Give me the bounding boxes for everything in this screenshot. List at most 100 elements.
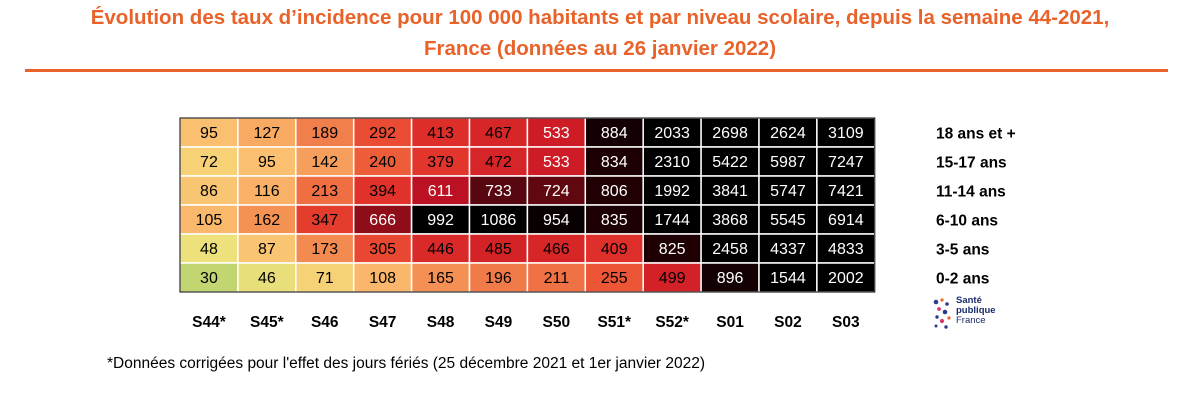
heatmap-cell-value: 4833	[828, 241, 864, 258]
heatmap-cell-value: 48	[200, 241, 218, 258]
heatmap-cell-value: 108	[369, 270, 396, 287]
row-label: 0-2 ans	[936, 271, 989, 288]
heatmap-cell-value: 835	[601, 212, 628, 229]
row-label: 15-17 ans	[936, 155, 1007, 172]
heatmap-cell-value: 127	[253, 125, 280, 142]
heatmap-cell-value: 1744	[654, 212, 690, 229]
heatmap-cell-value: 292	[369, 125, 396, 142]
heatmap-border	[179, 117, 876, 293]
heatmap-cell	[237, 117, 297, 148]
heatmap-cell-value: 71	[316, 270, 334, 287]
heatmap-cell-value: 86	[200, 183, 218, 200]
heatmap-cell-value: 30	[200, 270, 218, 287]
heatmap-cell-value: 5987	[770, 154, 806, 171]
heatmap-cell	[816, 204, 876, 235]
heatmap-cell	[816, 262, 876, 293]
heatmap-cell	[584, 233, 644, 264]
heatmap-cell-value: 116	[254, 183, 280, 200]
heatmap-cell	[700, 175, 760, 206]
logo-text-publique: publique	[956, 305, 996, 316]
heatmap-cell-value: 196	[485, 270, 512, 287]
heatmap-cell-value: 954	[543, 212, 570, 229]
heatmap-cell	[700, 233, 760, 264]
heatmap-cell	[526, 146, 587, 177]
heatmap-cell-value: 394	[369, 183, 396, 200]
chart-title: Évolution des taux d’incidence pour 100 …	[0, 2, 1200, 64]
heatmap-cell	[295, 262, 355, 293]
heatmap-cell	[816, 146, 876, 177]
column-label: S45*	[250, 314, 285, 331]
heatmap-cell	[642, 175, 702, 206]
heatmap-cell-value: 2310	[654, 154, 690, 171]
heatmap-cell-value: 1544	[770, 270, 806, 287]
heatmap-cell	[179, 117, 239, 148]
title-divider	[25, 69, 1168, 72]
heatmap-cell	[295, 146, 355, 177]
heatmap-cell-value: 347	[311, 212, 338, 229]
heatmap-cell-value: 884	[601, 125, 628, 142]
chart-title-line2: France (données au 26 janvier 2022)	[423, 37, 777, 60]
heatmap-cell-value: 5545	[770, 212, 806, 229]
heatmap-cell-value: 806	[601, 183, 628, 200]
heatmap-cell-value: 240	[369, 154, 396, 171]
heatmap-cell	[468, 175, 529, 206]
heatmap-cell	[352, 146, 413, 177]
heatmap-cell-value: 95	[200, 125, 218, 142]
chart-title-line1: Évolution des taux d’incidence pour 100 …	[90, 6, 1110, 29]
column-label: S01	[716, 314, 744, 331]
heatmap-cell	[758, 204, 818, 235]
logo-dots-icon	[933, 298, 951, 329]
heatmap-cell-value: 142	[311, 154, 338, 171]
heatmap-cell	[410, 262, 471, 293]
heatmap-cell-value: 533	[543, 125, 570, 142]
column-label: S47	[369, 314, 397, 331]
heatmap-cell-value: 2698	[712, 125, 748, 142]
heatmap-cell-value: 173	[311, 241, 338, 258]
heatmap-cell-value: 162	[253, 212, 280, 229]
heatmap-cell	[295, 175, 355, 206]
heatmap-cell-value: 105	[196, 212, 223, 229]
heatmap-cell-value: 255	[601, 270, 628, 287]
heatmap-cell-value: 3841	[712, 183, 748, 200]
heatmap-cell-value: 666	[369, 212, 396, 229]
heatmap-cell-value: 485	[485, 241, 512, 258]
column-label: S02	[774, 314, 802, 331]
heatmap-cell-value: 992	[427, 212, 454, 229]
heatmap-cell-value: 466	[543, 241, 570, 258]
heatmap-cell	[410, 204, 471, 235]
footnote: *Données corrigées pour l'effet des jour…	[107, 355, 706, 372]
heatmap-cell-value: 7421	[828, 183, 864, 200]
heatmap-cell-value: 2458	[712, 241, 748, 258]
heatmap-cell	[352, 204, 413, 235]
heatmap-cell-value: 379	[427, 154, 454, 171]
column-label: S51*	[597, 314, 632, 331]
heatmap-cell-value: 896	[717, 270, 744, 287]
column-label: S48	[427, 314, 455, 331]
heatmap-cell	[468, 146, 529, 177]
heatmap-cell	[642, 117, 702, 148]
heatmap-cell-value: 72	[200, 154, 218, 171]
heatmap-cell	[816, 175, 876, 206]
heatmap-cell-value: 95	[258, 154, 276, 171]
heatmap-cell-value: 467	[485, 125, 512, 142]
heatmap-cell-value: 834	[601, 154, 628, 171]
row-label: 6-10 ans	[936, 213, 998, 230]
heatmap-cell-value: 611	[428, 183, 454, 200]
row-label: 18 ans et +	[936, 126, 1016, 143]
heatmap-cell-value: 165	[427, 270, 454, 287]
heatmap-cell	[642, 146, 702, 177]
heatmap-cell	[816, 233, 876, 264]
logo-text-france: France	[956, 315, 986, 326]
heatmap-cell-value: 825	[659, 241, 686, 258]
heatmap-cell	[237, 175, 297, 206]
heatmap-cell	[526, 233, 587, 264]
column-label: S52*	[655, 314, 690, 331]
column-label: S03	[832, 314, 860, 331]
row-label: 3-5 ans	[936, 242, 989, 259]
heatmap-cell-value: 213	[311, 183, 338, 200]
column-label: S50	[543, 314, 571, 331]
heatmap-cell-value: 1086	[481, 212, 517, 229]
heatmap-cell	[237, 233, 297, 264]
row-label: 11-14 ans	[936, 184, 1006, 201]
